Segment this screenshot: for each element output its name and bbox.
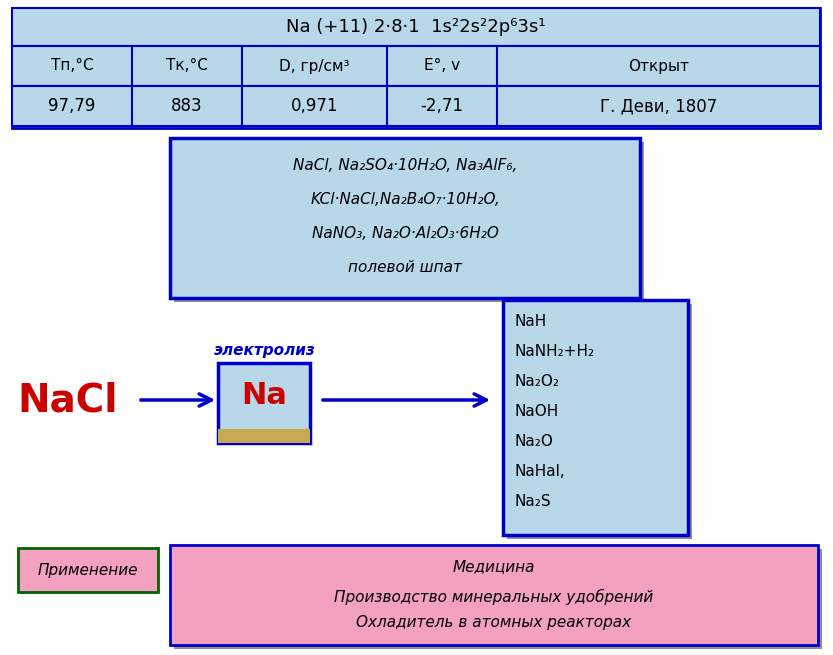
Bar: [507, 304, 692, 539]
Text: Охладитель в атомных реакторах: Охладитель в атомных реакторах: [357, 616, 631, 631]
Text: Na (+11) 2·8·1  1s²2s²2p⁶3s¹: Na (+11) 2·8·1 1s²2s²2p⁶3s¹: [287, 18, 546, 36]
Bar: [218, 429, 310, 443]
Text: NaHal,: NaHal,: [515, 464, 566, 479]
Bar: [503, 300, 688, 535]
Text: электролиз: электролиз: [214, 343, 316, 358]
Text: -2,71: -2,71: [421, 97, 463, 115]
Text: Na: Na: [241, 381, 287, 411]
Text: NaCl, Na₂SO₄·10H₂O, Na₃AlF₆,: NaCl, Na₂SO₄·10H₂O, Na₃AlF₆,: [293, 159, 517, 174]
Text: Г. Деви, 1807: Г. Деви, 1807: [600, 97, 717, 115]
Text: E°, v: E°, v: [424, 58, 460, 73]
Text: 97,79: 97,79: [48, 97, 96, 115]
Bar: [218, 363, 310, 443]
Text: 0,971: 0,971: [291, 97, 338, 115]
Text: NaOH: NaOH: [515, 405, 559, 419]
Text: полевой шпат: полевой шпат: [348, 261, 462, 276]
Text: D, гр/см³: D, гр/см³: [279, 58, 350, 73]
Text: KCl·NaCl,Na₂B₄O₇·10H₂O,: KCl·NaCl,Na₂B₄O₇·10H₂O,: [310, 193, 500, 208]
Bar: [174, 142, 644, 302]
Bar: [12, 8, 820, 46]
Text: NaH: NaH: [515, 314, 547, 329]
Text: Медицина: Медицина: [453, 559, 536, 574]
Text: Na₂S: Na₂S: [515, 495, 551, 510]
Text: NaNO₃, Na₂O·Al₂O₃·6H₂O: NaNO₃, Na₂O·Al₂O₃·6H₂O: [312, 227, 498, 242]
Bar: [174, 549, 822, 649]
Text: NaNH₂+H₂: NaNH₂+H₂: [515, 345, 595, 360]
Text: 883: 883: [172, 97, 202, 115]
Text: Tк,°C: Tк,°C: [166, 58, 208, 73]
Text: Na₂O₂: Na₂O₂: [515, 375, 560, 390]
Bar: [18, 548, 158, 592]
Text: Открыт: Открыт: [628, 58, 689, 73]
Text: Применение: Применение: [37, 563, 138, 578]
Bar: [12, 86, 820, 126]
Bar: [170, 545, 818, 645]
Text: Na₂O: Na₂O: [515, 434, 554, 449]
Bar: [170, 138, 640, 298]
Text: Производство минеральных удобрений: Производство минеральных удобрений: [334, 589, 654, 605]
Text: NaCl: NaCl: [17, 381, 118, 419]
Text: Tп,°C: Tп,°C: [51, 58, 93, 73]
Bar: [12, 46, 820, 86]
Bar: [12, 8, 820, 128]
